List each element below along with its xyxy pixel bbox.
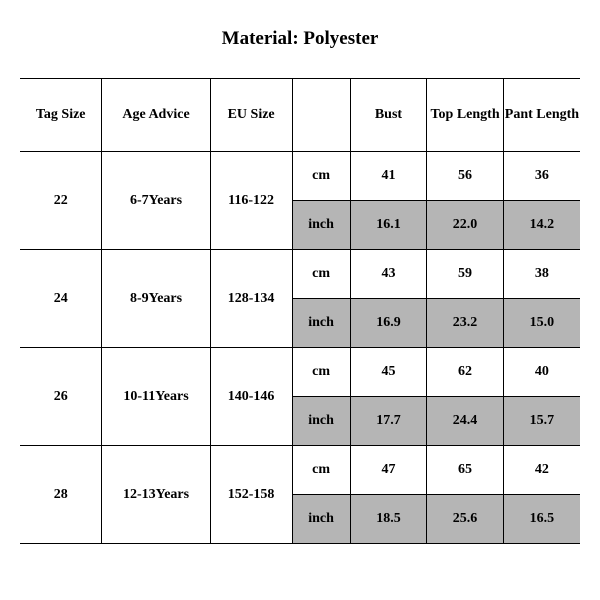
cell-unit-inch: inch: [292, 201, 350, 250]
cell-top: 65: [427, 446, 504, 495]
cell-top: 59: [427, 250, 504, 299]
table-row: 22 6-7Years 116-122 cm 41 56 36: [20, 152, 580, 201]
cell-bust: 41: [350, 152, 427, 201]
cell-age-advice: 6-7Years: [102, 152, 210, 250]
cell-unit-inch: inch: [292, 397, 350, 446]
col-tag-size: Tag Size: [20, 79, 102, 152]
table-row: 24 8-9Years 128-134 cm 43 59 38: [20, 250, 580, 299]
cell-pant: 38: [503, 250, 580, 299]
cell-tag-size: 24: [20, 250, 102, 348]
cell-eu-size: 152-158: [210, 446, 292, 544]
cell-bust: 18.5: [350, 495, 427, 544]
cell-pant: 42: [503, 446, 580, 495]
cell-pant: 14.2: [503, 201, 580, 250]
cell-unit-cm: cm: [292, 152, 350, 201]
cell-bust: 17.7: [350, 397, 427, 446]
cell-bust: 16.1: [350, 201, 427, 250]
cell-age-advice: 10-11Years: [102, 348, 210, 446]
table-row: 28 12-13Years 152-158 cm 47 65 42: [20, 446, 580, 495]
cell-top: 62: [427, 348, 504, 397]
cell-eu-size: 116-122: [210, 152, 292, 250]
cell-unit-cm: cm: [292, 348, 350, 397]
cell-tag-size: 28: [20, 446, 102, 544]
cell-pant: 40: [503, 348, 580, 397]
cell-eu-size: 128-134: [210, 250, 292, 348]
cell-top: 22.0: [427, 201, 504, 250]
col-unit: [292, 79, 350, 152]
cell-top: 56: [427, 152, 504, 201]
table-row: 26 10-11Years 140-146 cm 45 62 40: [20, 348, 580, 397]
cell-bust: 47: [350, 446, 427, 495]
col-pant-length: Pant Length: [503, 79, 580, 152]
cell-unit-cm: cm: [292, 446, 350, 495]
col-bust: Bust: [350, 79, 427, 152]
cell-tag-size: 26: [20, 348, 102, 446]
cell-age-advice: 12-13Years: [102, 446, 210, 544]
cell-unit-inch: inch: [292, 495, 350, 544]
cell-bust: 16.9: [350, 299, 427, 348]
cell-top: 24.4: [427, 397, 504, 446]
table-header-row: Tag Size Age Advice EU Size Bust Top Len…: [20, 79, 580, 152]
cell-pant: 36: [503, 152, 580, 201]
col-top-length: Top Length: [427, 79, 504, 152]
cell-pant: 15.0: [503, 299, 580, 348]
cell-pant: 16.5: [503, 495, 580, 544]
cell-bust: 45: [350, 348, 427, 397]
cell-top: 25.6: [427, 495, 504, 544]
page-title: Material: Polyester: [20, 28, 580, 50]
size-table: Tag Size Age Advice EU Size Bust Top Len…: [20, 78, 580, 544]
cell-unit-inch: inch: [292, 299, 350, 348]
col-age-advice: Age Advice: [102, 79, 210, 152]
cell-pant: 15.7: [503, 397, 580, 446]
cell-tag-size: 22: [20, 152, 102, 250]
col-eu-size: EU Size: [210, 79, 292, 152]
cell-age-advice: 8-9Years: [102, 250, 210, 348]
cell-top: 23.2: [427, 299, 504, 348]
cell-eu-size: 140-146: [210, 348, 292, 446]
cell-bust: 43: [350, 250, 427, 299]
cell-unit-cm: cm: [292, 250, 350, 299]
